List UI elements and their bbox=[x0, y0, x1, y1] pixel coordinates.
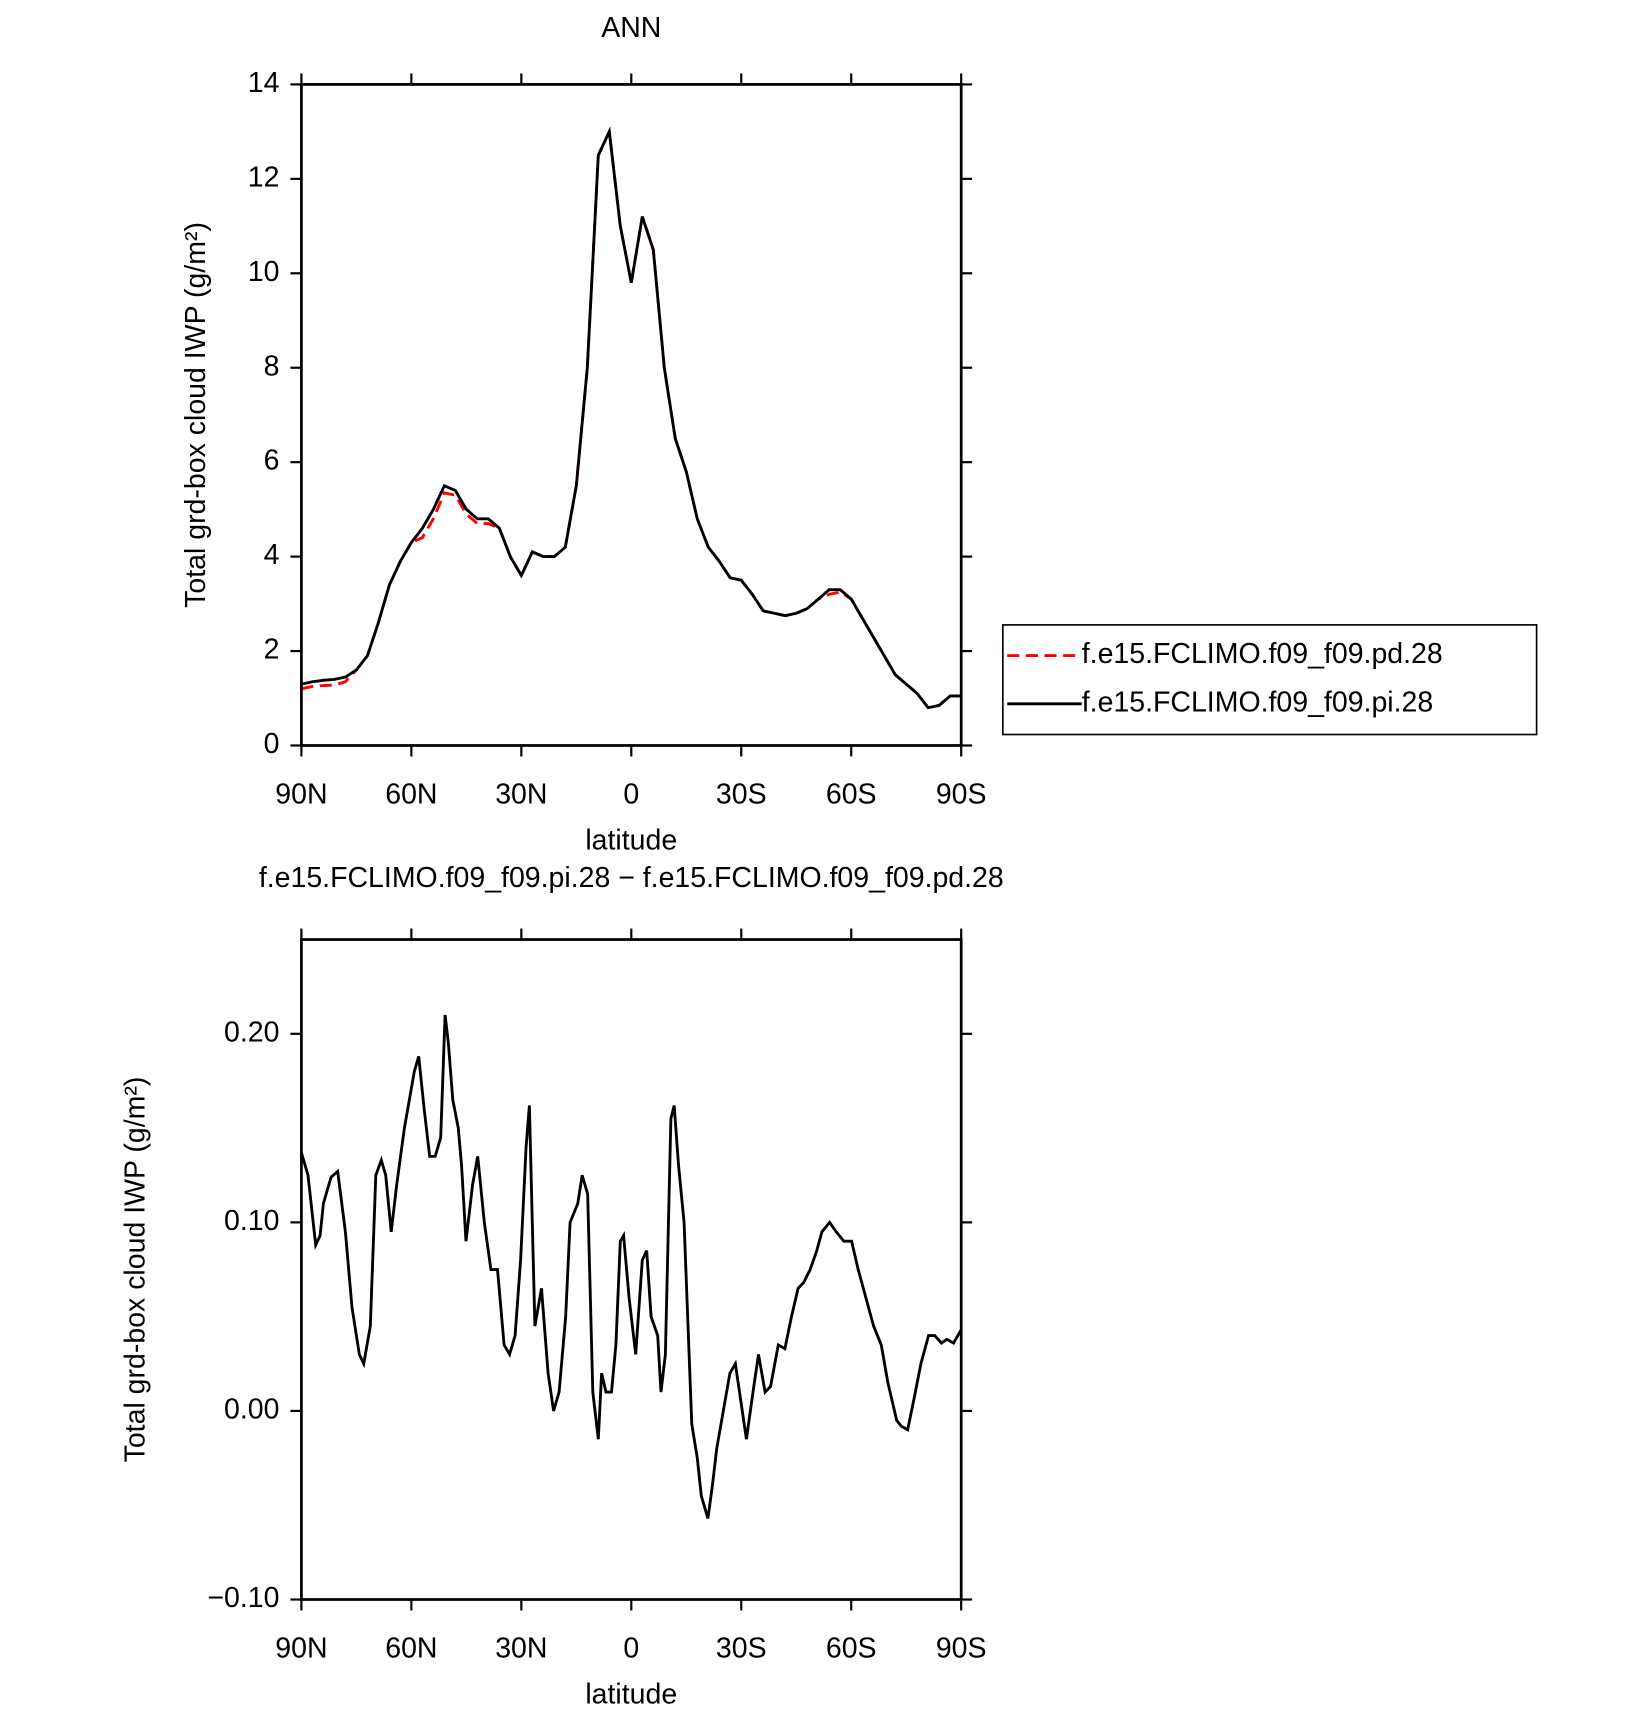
x-tick-label: 60S bbox=[826, 1632, 877, 1664]
x-tick-label: 0 bbox=[623, 1632, 639, 1664]
legend-label: f.e15.FCLIMO.f09_f09.pd.28 bbox=[1082, 638, 1443, 670]
x-tick-label: 30N bbox=[495, 778, 547, 810]
legend-label: f.e15.FCLIMO.f09_f09.pi.28 bbox=[1082, 686, 1433, 718]
x-tick-label: 60N bbox=[385, 778, 437, 810]
x-tick-label: 30S bbox=[716, 778, 767, 810]
x-tick-label: 90N bbox=[275, 1632, 327, 1664]
chart-title: f.e15.FCLIMO.f09_f09.pi.28 − f.e15.FCLIM… bbox=[259, 862, 1004, 894]
x-tick-label: 90S bbox=[936, 1632, 987, 1664]
y-axis-label: Total grd-box cloud IWP (g/m²) bbox=[120, 1077, 152, 1463]
y-tick-label: 0.10 bbox=[224, 1205, 279, 1237]
y-tick-label: 6 bbox=[264, 445, 280, 477]
y-tick-label: −0.10 bbox=[207, 1582, 279, 1614]
y-tick-label: 14 bbox=[248, 67, 280, 99]
legend-box bbox=[1002, 624, 1538, 736]
y-tick-label: 10 bbox=[248, 256, 280, 288]
x-tick-label: 30N bbox=[495, 1632, 547, 1664]
x-tick-label: 90S bbox=[936, 778, 987, 810]
plot-frame bbox=[300, 938, 963, 1601]
y-tick-label: 4 bbox=[264, 539, 280, 571]
y-tick-label: 0.20 bbox=[224, 1016, 279, 1048]
x-tick-label: 60N bbox=[385, 1632, 437, 1664]
y-tick-label: 0 bbox=[264, 728, 280, 760]
x-axis-label: latitude bbox=[585, 1679, 677, 1711]
data-line bbox=[301, 126, 962, 710]
data-line bbox=[301, 126, 962, 710]
x-tick-label: 0 bbox=[623, 778, 639, 810]
x-axis-label: latitude bbox=[585, 824, 677, 856]
y-tick-label: 8 bbox=[264, 350, 280, 382]
y-tick-label: 0.00 bbox=[224, 1393, 279, 1425]
x-tick-label: 60S bbox=[826, 778, 877, 810]
y-tick-label: 12 bbox=[248, 161, 280, 193]
x-tick-label: 30S bbox=[716, 1632, 767, 1664]
y-tick-label: 2 bbox=[264, 634, 280, 666]
x-tick-label: 90N bbox=[275, 778, 327, 810]
plot-frame bbox=[300, 83, 963, 747]
y-axis-label: Total grd-box cloud IWP (g/m²) bbox=[180, 222, 212, 608]
chart-title: ANN bbox=[601, 12, 661, 44]
data-line bbox=[300, 1014, 963, 1519]
